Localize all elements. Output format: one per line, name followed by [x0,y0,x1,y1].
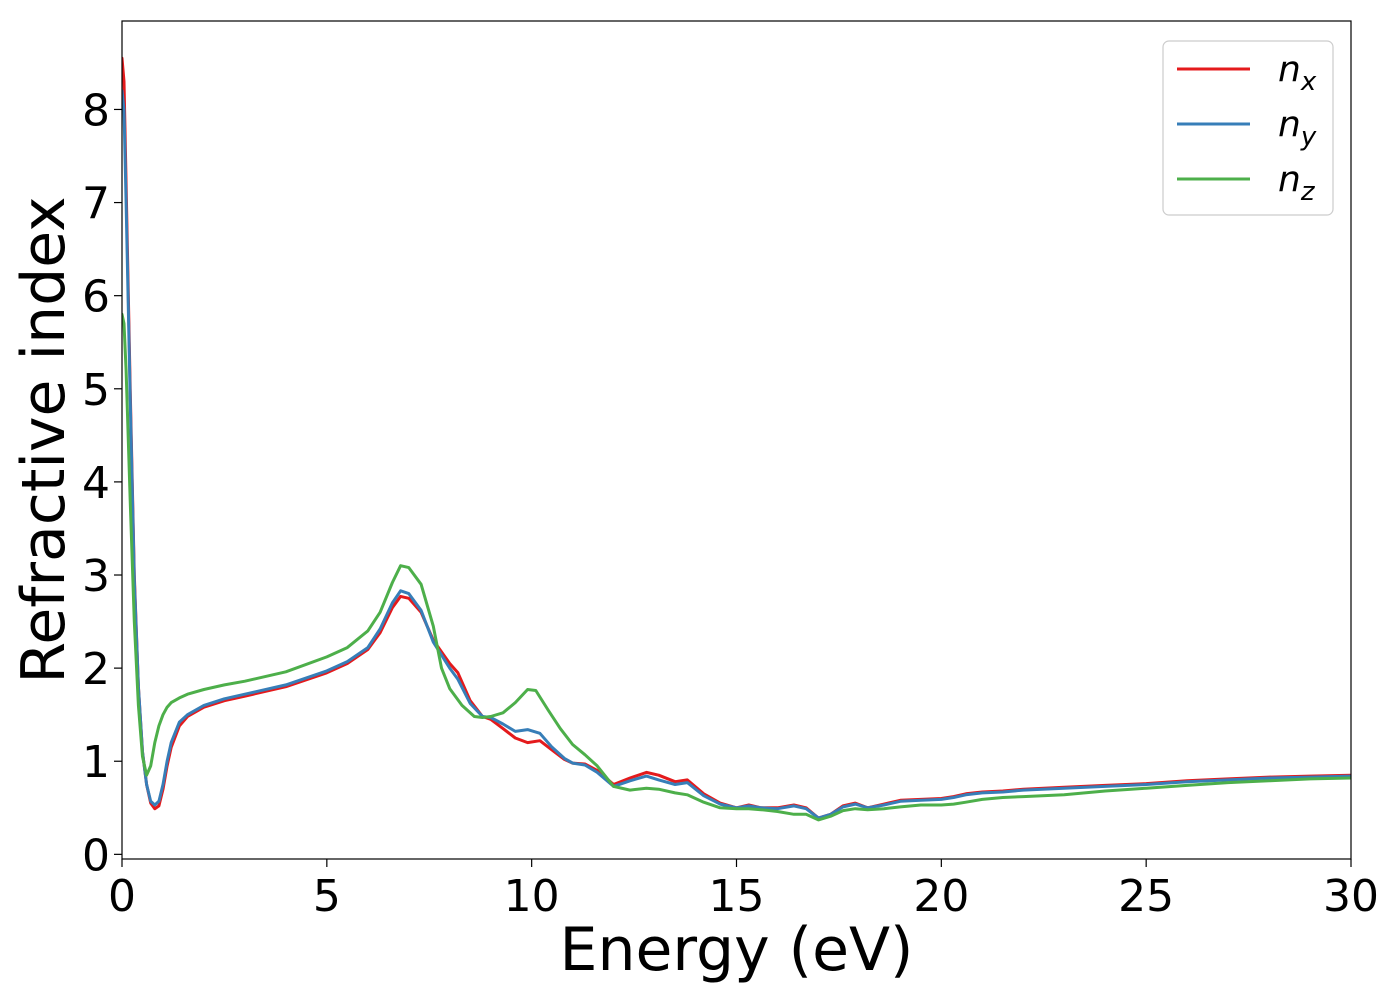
legend-label-nz: nz [1278,159,1316,207]
x-tick-label: 25 [1118,871,1174,922]
series-layer [122,56,1351,822]
x-tick-label: 20 [913,871,969,922]
y-tick-label: 1 [82,737,110,788]
y-tick-label: 2 [82,644,110,695]
x-tick-label: 30 [1323,871,1379,922]
y-tick-label: 3 [82,551,110,602]
legend: nx ny nz [1162,40,1334,216]
legend-label-ny: ny [1278,104,1317,152]
x-tick-label: 5 [313,871,341,922]
legend-label-nx: nx [1278,49,1317,97]
y-tick-label: 6 [82,272,110,323]
y-tick-label: 7 [82,179,110,230]
y-tick-label: 4 [82,458,110,509]
x-tick-label: 15 [709,871,765,922]
x-tick-label: 0 [108,871,136,922]
x-axis-label: Energy (eV) [560,915,914,985]
axis-ticks: 0 5 10 15 20 25 30 0 1 2 3 4 5 6 7 8 [82,85,1379,922]
y-tick-label: 5 [82,365,110,416]
series-line-nz [122,312,1351,822]
y-tick-label: 8 [82,85,110,136]
y-axis-label: Refractive index [9,196,79,683]
x-tick-label: 10 [504,871,560,922]
y-tick-label: 0 [82,830,110,881]
legend-box [1162,40,1334,216]
series-line-ny [122,89,1351,820]
